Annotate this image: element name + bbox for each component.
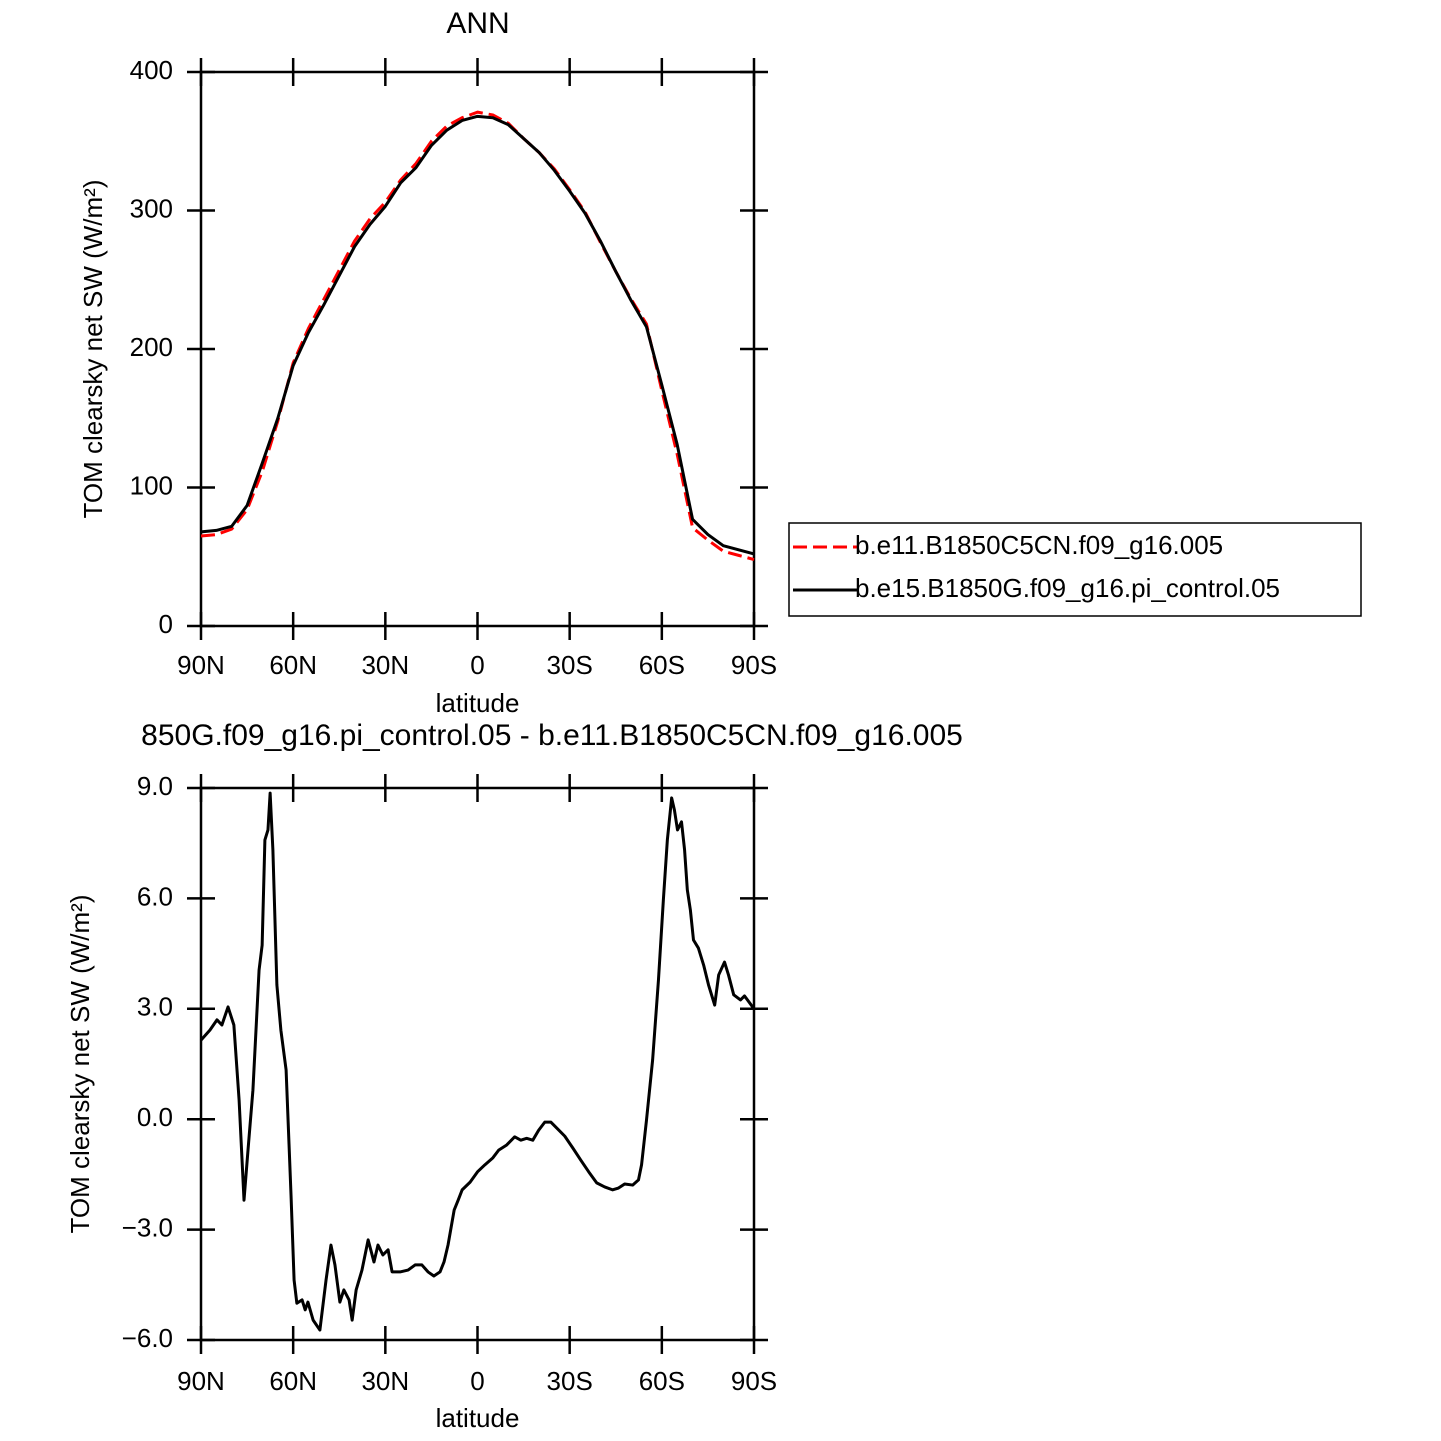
x-tick-label: 30N [361, 1366, 409, 1396]
y-tick-label: 300 [130, 193, 173, 223]
y-axis-label: TOM clearsky net SW (W/m²) [78, 180, 108, 519]
y-tick-label: 3.0 [137, 992, 173, 1022]
y-tick-label: 0 [159, 609, 173, 639]
x-axis-label: latitude [436, 688, 520, 718]
x-tick-label: 90N [177, 650, 225, 680]
data-line [200, 110, 755, 561]
y-tick-label: 200 [130, 332, 173, 362]
y-tick-label: 6.0 [137, 881, 173, 911]
chart-title: 850G.f09_g16.pi_control.05 - b.e11.B1850… [141, 719, 963, 752]
x-tick-label: 60N [269, 1366, 317, 1396]
data-line [200, 114, 755, 556]
legend-label: b.e15.B1850G.f09_g16.pi_control.05 [855, 573, 1280, 603]
x-tick-label: 0 [470, 650, 484, 680]
x-tick-label: 90S [731, 1366, 777, 1396]
x-tick-label: 0 [470, 1366, 484, 1396]
y-tick-label: −3.0 [122, 1212, 173, 1242]
x-tick-label: 60S [639, 1366, 685, 1396]
plot-frame [199, 786, 756, 1342]
y-tick-label: 100 [130, 470, 173, 500]
legend-box [788, 522, 1362, 617]
x-axis-label: latitude [436, 1403, 520, 1433]
data-line [199, 791, 756, 1332]
x-tick-label: 90S [731, 650, 777, 680]
x-tick-label: 30S [547, 1366, 593, 1396]
chart-title: ANN [446, 7, 509, 40]
x-tick-label: 90N [177, 1366, 225, 1396]
legend-label: b.e11.B1850C5CN.f09_g16.005 [855, 530, 1223, 560]
x-tick-label: 60S [639, 650, 685, 680]
y-tick-label: 9.0 [137, 771, 173, 801]
x-tick-label: 60N [269, 650, 317, 680]
y-tick-label: 0.0 [137, 1102, 173, 1132]
y-tick-label: −6.0 [122, 1323, 173, 1353]
x-tick-label: 30N [361, 650, 409, 680]
y-axis-label: TOM clearsky net SW (W/m²) [65, 895, 95, 1234]
plot-frame [199, 70, 756, 628]
x-tick-label: 30S [547, 650, 593, 680]
y-tick-label: 400 [130, 55, 173, 85]
